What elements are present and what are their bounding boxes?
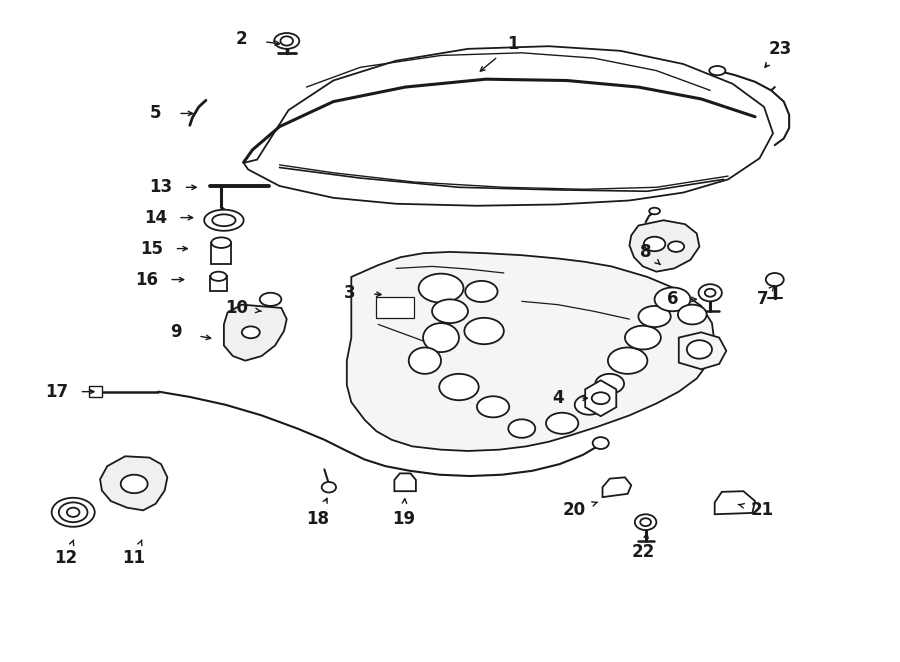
Polygon shape <box>679 332 726 369</box>
Ellipse shape <box>58 502 87 522</box>
Ellipse shape <box>121 475 148 493</box>
Ellipse shape <box>423 323 459 352</box>
Ellipse shape <box>439 374 479 401</box>
Ellipse shape <box>593 437 608 449</box>
Polygon shape <box>100 456 167 510</box>
Text: 13: 13 <box>149 178 173 197</box>
Ellipse shape <box>508 419 536 438</box>
Bar <box>89 387 102 397</box>
Ellipse shape <box>204 210 244 231</box>
Text: 6: 6 <box>667 291 679 308</box>
Ellipse shape <box>654 287 690 311</box>
Ellipse shape <box>321 482 336 493</box>
Polygon shape <box>602 477 631 497</box>
Text: 19: 19 <box>392 510 415 528</box>
Text: 4: 4 <box>552 389 563 407</box>
Ellipse shape <box>546 412 579 434</box>
Text: 10: 10 <box>225 299 248 317</box>
Text: 15: 15 <box>140 240 164 258</box>
Text: 23: 23 <box>769 40 792 58</box>
Ellipse shape <box>766 273 784 286</box>
Ellipse shape <box>705 289 716 297</box>
Ellipse shape <box>698 284 722 301</box>
Text: 7: 7 <box>756 291 768 308</box>
Text: 17: 17 <box>46 383 68 401</box>
Text: 3: 3 <box>344 284 356 302</box>
Ellipse shape <box>242 326 260 338</box>
Ellipse shape <box>678 305 707 324</box>
Ellipse shape <box>644 237 665 252</box>
Ellipse shape <box>432 299 468 323</box>
Polygon shape <box>224 305 287 361</box>
Ellipse shape <box>211 271 227 281</box>
Ellipse shape <box>409 348 441 374</box>
Ellipse shape <box>575 395 603 414</box>
Ellipse shape <box>418 273 464 303</box>
Text: 16: 16 <box>135 271 158 289</box>
Ellipse shape <box>634 514 656 530</box>
Text: 5: 5 <box>150 105 161 122</box>
Ellipse shape <box>596 374 624 394</box>
Ellipse shape <box>592 393 609 404</box>
Text: 14: 14 <box>144 209 167 226</box>
Ellipse shape <box>608 348 647 374</box>
Polygon shape <box>376 297 414 318</box>
Bar <box>211 276 227 291</box>
Ellipse shape <box>260 293 282 306</box>
Ellipse shape <box>465 281 498 302</box>
Text: 22: 22 <box>631 543 654 561</box>
Text: 9: 9 <box>170 323 182 342</box>
Polygon shape <box>715 491 755 514</box>
Ellipse shape <box>281 36 293 46</box>
Ellipse shape <box>51 498 94 527</box>
Ellipse shape <box>649 208 660 214</box>
Ellipse shape <box>638 306 670 327</box>
Ellipse shape <box>640 518 651 526</box>
Ellipse shape <box>477 397 509 417</box>
Ellipse shape <box>67 508 79 517</box>
Ellipse shape <box>668 242 684 252</box>
Ellipse shape <box>709 66 725 75</box>
Polygon shape <box>629 220 699 271</box>
Polygon shape <box>346 252 715 451</box>
Text: 20: 20 <box>562 501 585 519</box>
Polygon shape <box>244 46 773 206</box>
Ellipse shape <box>212 238 231 248</box>
Text: 2: 2 <box>236 30 248 48</box>
Ellipse shape <box>274 33 300 49</box>
Ellipse shape <box>687 340 712 359</box>
Ellipse shape <box>464 318 504 344</box>
Ellipse shape <box>212 214 236 226</box>
Text: 21: 21 <box>751 501 774 519</box>
Bar <box>212 243 231 263</box>
Text: 1: 1 <box>507 35 518 53</box>
Ellipse shape <box>625 326 661 350</box>
Text: 8: 8 <box>640 243 652 261</box>
Polygon shape <box>585 380 616 416</box>
Text: 18: 18 <box>306 510 328 528</box>
Text: 12: 12 <box>54 549 77 567</box>
Polygon shape <box>394 473 416 491</box>
Text: 11: 11 <box>122 549 146 567</box>
